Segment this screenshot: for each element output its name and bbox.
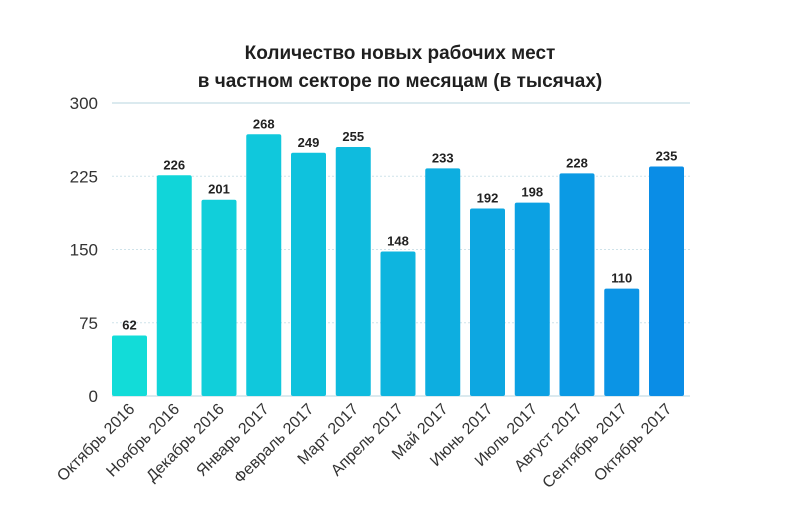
chart-title-line-1: Количество новых рабочих мест xyxy=(245,43,556,64)
bar xyxy=(246,134,282,396)
data-label: 62 xyxy=(122,317,136,332)
chart-title-line-2: в частном секторе по месяцам (в тысячах) xyxy=(198,71,603,92)
data-label: 192 xyxy=(477,190,499,205)
data-label: 255 xyxy=(342,129,364,144)
bar xyxy=(559,173,595,396)
bar xyxy=(156,175,192,396)
y-axis-ticks: 0 75 150 225 300 xyxy=(70,94,98,406)
bars xyxy=(112,134,684,396)
bar xyxy=(112,335,147,396)
data-label: 110 xyxy=(611,271,632,286)
y-tick-label: 225 xyxy=(70,167,98,186)
x-tick-label: Октябрь 2017 xyxy=(591,401,675,485)
data-label: 268 xyxy=(253,116,275,131)
bar xyxy=(291,152,326,396)
data-label: 228 xyxy=(566,155,588,170)
data-label: 235 xyxy=(656,148,678,163)
bar xyxy=(335,146,371,396)
bar xyxy=(201,199,237,396)
x-tick-label: Октябрь 2016 xyxy=(54,401,138,485)
x-tick-label: Февраль 2017 xyxy=(231,401,317,487)
bar xyxy=(425,168,461,396)
bar xyxy=(470,208,505,396)
data-label: 148 xyxy=(387,233,409,248)
bar xyxy=(649,166,684,396)
data-label: 226 xyxy=(163,157,185,172)
data-labels: 62 226 201 268 249 255 148 233 192 198 228 110 235 xyxy=(122,116,677,332)
bar xyxy=(514,202,550,396)
data-label: 233 xyxy=(432,150,454,165)
y-tick-label: 0 xyxy=(89,387,98,406)
bar xyxy=(380,251,416,396)
data-label: 198 xyxy=(521,185,543,200)
y-tick-label: 300 xyxy=(70,94,98,113)
x-tick-label: Декабрь 2016 xyxy=(143,401,228,486)
y-tick-label: 150 xyxy=(70,241,98,260)
data-label: 201 xyxy=(208,182,230,197)
data-label: 249 xyxy=(298,135,320,150)
y-tick-label: 75 xyxy=(79,314,98,333)
bar xyxy=(604,288,640,396)
